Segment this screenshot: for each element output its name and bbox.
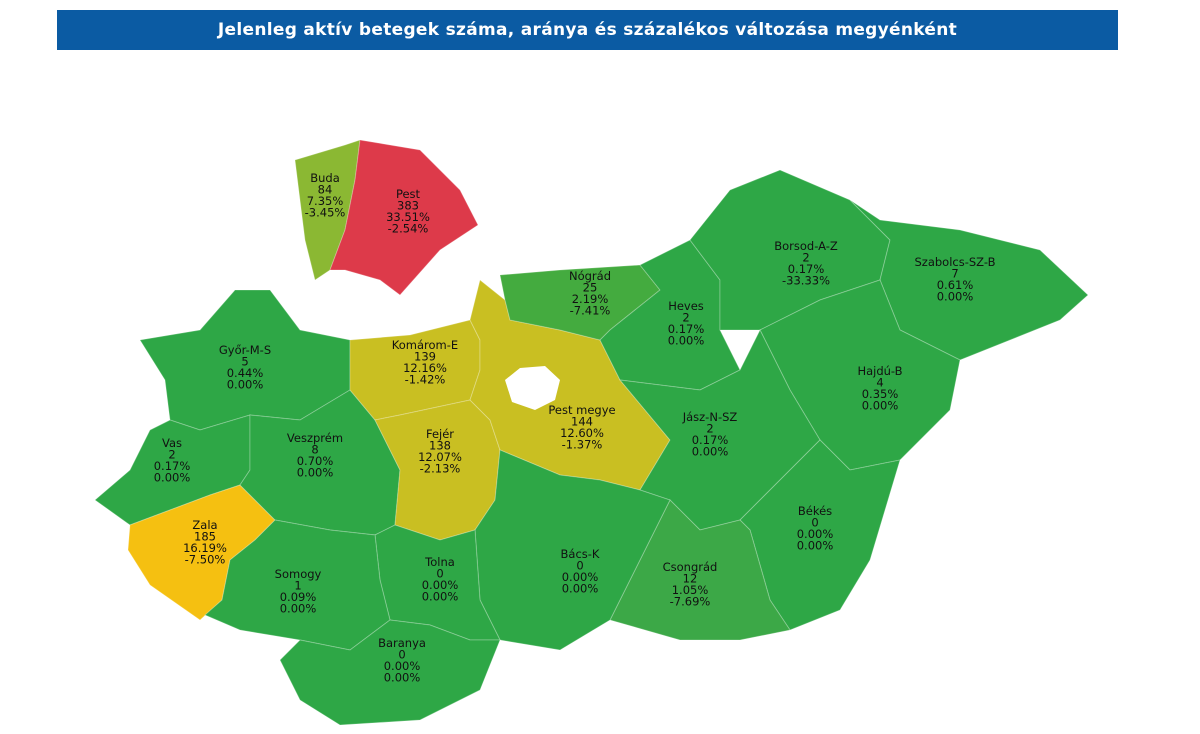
region-name: Baranya bbox=[378, 636, 426, 650]
region-share: 0.61% bbox=[937, 278, 974, 292]
region-count: 0 bbox=[576, 559, 583, 573]
region-name: Békés bbox=[798, 504, 832, 518]
region-change: -1.37% bbox=[562, 438, 603, 452]
region-count: 1 bbox=[294, 579, 301, 593]
budapest-hole bbox=[505, 366, 560, 410]
region-change: 0.00% bbox=[937, 290, 974, 304]
region-change: -33.33% bbox=[782, 274, 830, 288]
region-name: Fejér bbox=[426, 427, 454, 441]
region-share: 0.00% bbox=[422, 578, 459, 592]
region-share: 0.00% bbox=[562, 570, 599, 584]
region bbox=[849, 199, 1089, 361]
region-change: 0.00% bbox=[154, 471, 191, 485]
region-change: 0.00% bbox=[668, 334, 705, 348]
region bbox=[279, 619, 501, 726]
region-name: Buda bbox=[310, 171, 340, 185]
region-change: -1.42% bbox=[405, 373, 446, 387]
region-share: 0.44% bbox=[227, 366, 264, 380]
region-name: Pest megye bbox=[548, 403, 615, 417]
region-count: 25 bbox=[583, 281, 598, 295]
region-share: 0.17% bbox=[692, 433, 729, 447]
region-name: Komárom-E bbox=[392, 338, 458, 352]
region-name: Győr-M-S bbox=[219, 343, 271, 357]
region bbox=[329, 139, 479, 296]
region-count: 138 bbox=[429, 439, 451, 453]
region-count: 84 bbox=[318, 183, 333, 197]
region-share: 1.05% bbox=[672, 583, 709, 597]
region-share: 7.35% bbox=[307, 194, 344, 208]
region-change: 0.00% bbox=[297, 466, 334, 480]
region-name: Vas bbox=[162, 436, 182, 450]
region-name: Tolna bbox=[424, 555, 455, 569]
region-count: 2 bbox=[802, 251, 809, 265]
region-count: 0 bbox=[398, 648, 405, 662]
region-change: 0.00% bbox=[280, 602, 317, 616]
region-count: 0 bbox=[436, 567, 443, 581]
region-share: 12.16% bbox=[403, 361, 447, 375]
region-count: 2 bbox=[168, 448, 175, 462]
region-change: -7.41% bbox=[570, 304, 611, 318]
region-name: Csongrád bbox=[663, 560, 718, 574]
region-change: -7.69% bbox=[670, 595, 711, 609]
region-count: 383 bbox=[397, 199, 419, 213]
region-change: -2.54% bbox=[388, 222, 429, 236]
region-count: 2 bbox=[706, 422, 713, 436]
region-share: 12.07% bbox=[418, 450, 462, 464]
region-change: -3.45% bbox=[305, 206, 346, 220]
region-name: Pest bbox=[396, 187, 421, 201]
region-count: 4 bbox=[876, 376, 883, 390]
region-change: 0.00% bbox=[797, 539, 834, 553]
region-share: 0.00% bbox=[384, 659, 421, 673]
region-share: 0.70% bbox=[297, 454, 334, 468]
region-name: Veszprém bbox=[287, 431, 343, 445]
region-share: 33.51% bbox=[386, 210, 430, 224]
region-share: 0.09% bbox=[280, 590, 317, 604]
region-share: 16.19% bbox=[183, 541, 227, 555]
region-count: 8 bbox=[311, 443, 318, 457]
title: Jelenleg aktív betegek száma, aránya és … bbox=[57, 10, 1118, 50]
region-count: 5 bbox=[241, 355, 248, 369]
region-change: 0.00% bbox=[862, 399, 899, 413]
region-count: 2 bbox=[682, 311, 689, 325]
region-change: 0.00% bbox=[562, 582, 599, 596]
region-name: Borsod-A-Z bbox=[774, 239, 838, 253]
region-share: 0.17% bbox=[668, 322, 705, 336]
region-share: 0.17% bbox=[788, 262, 825, 276]
region-share: 0.00% bbox=[797, 527, 834, 541]
region-count: 7 bbox=[951, 267, 958, 281]
region-change: 0.00% bbox=[422, 590, 459, 604]
region-change: -7.50% bbox=[185, 553, 226, 567]
region-name: Jász-N-SZ bbox=[682, 410, 738, 424]
region-change: 0.00% bbox=[692, 445, 729, 459]
region-change: 0.00% bbox=[384, 671, 421, 685]
region-count: 12 bbox=[683, 572, 698, 586]
region-name: Hajdú-B bbox=[857, 364, 902, 378]
region-name: Zala bbox=[192, 518, 217, 532]
region-count: 139 bbox=[414, 350, 436, 364]
region-change: -2.13% bbox=[420, 462, 461, 476]
region-share: 12.60% bbox=[560, 426, 604, 440]
region-name: Nógrád bbox=[569, 269, 611, 283]
region-count: 0 bbox=[811, 516, 818, 530]
region-change: 0.00% bbox=[227, 378, 264, 392]
region-count: 185 bbox=[194, 530, 216, 544]
region-name: Bács-K bbox=[561, 547, 600, 561]
region-count: 144 bbox=[571, 415, 593, 429]
region-name: Somogy bbox=[275, 567, 322, 581]
region-name: Heves bbox=[668, 299, 704, 313]
region-share: 0.17% bbox=[154, 459, 191, 473]
region-share: 0.35% bbox=[862, 387, 899, 401]
region-share: 2.19% bbox=[572, 292, 609, 306]
region-name: Szabolcs-SZ-B bbox=[915, 255, 996, 269]
